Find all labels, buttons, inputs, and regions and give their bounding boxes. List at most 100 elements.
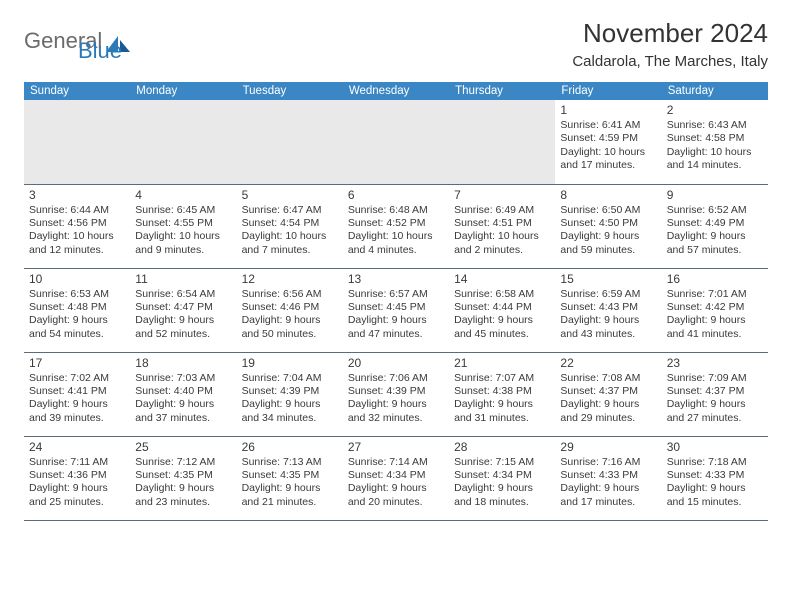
daylight-text: Daylight: 9 hours and 29 minutes. xyxy=(560,398,656,425)
day-cell: 26Sunrise: 7:13 AMSunset: 4:35 PMDayligh… xyxy=(237,436,343,520)
sunset-text: Sunset: 4:59 PM xyxy=(560,132,656,145)
sunset-text: Sunset: 4:58 PM xyxy=(667,132,763,145)
sunset-text: Sunset: 4:45 PM xyxy=(348,301,444,314)
location: Caldarola, The Marches, Italy xyxy=(572,53,768,70)
day-cell: 9Sunrise: 6:52 AMSunset: 4:49 PMDaylight… xyxy=(662,184,768,268)
day-cell: 23Sunrise: 7:09 AMSunset: 4:37 PMDayligh… xyxy=(662,352,768,436)
sunrise-text: Sunrise: 7:12 AM xyxy=(135,456,231,469)
daylight-text: Daylight: 9 hours and 20 minutes. xyxy=(348,482,444,509)
day-number: 28 xyxy=(454,440,550,454)
sunrise-text: Sunrise: 7:09 AM xyxy=(667,372,763,385)
day-number: 19 xyxy=(242,356,338,370)
sunrise-text: Sunrise: 6:50 AM xyxy=(560,204,656,217)
sunset-text: Sunset: 4:49 PM xyxy=(667,217,763,230)
day-number: 29 xyxy=(560,440,656,454)
sunset-text: Sunset: 4:39 PM xyxy=(348,385,444,398)
day-header: Thursday xyxy=(449,82,555,100)
day-cell: 20Sunrise: 7:06 AMSunset: 4:39 PMDayligh… xyxy=(343,352,449,436)
day-cell xyxy=(343,100,449,184)
sunset-text: Sunset: 4:41 PM xyxy=(29,385,125,398)
sunset-text: Sunset: 4:52 PM xyxy=(348,217,444,230)
sunset-text: Sunset: 4:33 PM xyxy=(667,469,763,482)
week-row: 1Sunrise: 6:41 AMSunset: 4:59 PMDaylight… xyxy=(24,100,768,184)
sunrise-text: Sunrise: 7:11 AM xyxy=(29,456,125,469)
day-cell: 2Sunrise: 6:43 AMSunset: 4:58 PMDaylight… xyxy=(662,100,768,184)
logo: GeneralBlue xyxy=(24,18,164,64)
sunset-text: Sunset: 4:48 PM xyxy=(29,301,125,314)
sunrise-text: Sunrise: 7:18 AM xyxy=(667,456,763,469)
daylight-text: Daylight: 9 hours and 50 minutes. xyxy=(242,314,338,341)
day-cell: 13Sunrise: 6:57 AMSunset: 4:45 PMDayligh… xyxy=(343,268,449,352)
daylight-text: Daylight: 10 hours and 2 minutes. xyxy=(454,230,550,257)
day-cell: 11Sunrise: 6:54 AMSunset: 4:47 PMDayligh… xyxy=(130,268,236,352)
sunrise-text: Sunrise: 6:43 AM xyxy=(667,119,763,132)
day-cell: 14Sunrise: 6:58 AMSunset: 4:44 PMDayligh… xyxy=(449,268,555,352)
daylight-text: Daylight: 9 hours and 23 minutes. xyxy=(135,482,231,509)
sunset-text: Sunset: 4:56 PM xyxy=(29,217,125,230)
day-header: Monday xyxy=(130,82,236,100)
day-cell: 5Sunrise: 6:47 AMSunset: 4:54 PMDaylight… xyxy=(237,184,343,268)
day-cell: 16Sunrise: 7:01 AMSunset: 4:42 PMDayligh… xyxy=(662,268,768,352)
day-header: Wednesday xyxy=(343,82,449,100)
week-row: 3Sunrise: 6:44 AMSunset: 4:56 PMDaylight… xyxy=(24,184,768,268)
daylight-text: Daylight: 9 hours and 25 minutes. xyxy=(29,482,125,509)
sunrise-text: Sunrise: 7:14 AM xyxy=(348,456,444,469)
sunset-text: Sunset: 4:34 PM xyxy=(454,469,550,482)
daylight-text: Daylight: 9 hours and 57 minutes. xyxy=(667,230,763,257)
sunset-text: Sunset: 4:40 PM xyxy=(135,385,231,398)
day-number: 17 xyxy=(29,356,125,370)
sunrise-text: Sunrise: 6:56 AM xyxy=(242,288,338,301)
day-cell: 8Sunrise: 6:50 AMSunset: 4:50 PMDaylight… xyxy=(555,184,661,268)
day-number: 14 xyxy=(454,272,550,286)
daylight-text: Daylight: 9 hours and 15 minutes. xyxy=(667,482,763,509)
day-header: Tuesday xyxy=(237,82,343,100)
day-number: 13 xyxy=(348,272,444,286)
daylight-text: Daylight: 9 hours and 54 minutes. xyxy=(29,314,125,341)
day-cell: 7Sunrise: 6:49 AMSunset: 4:51 PMDaylight… xyxy=(449,184,555,268)
sunset-text: Sunset: 4:34 PM xyxy=(348,469,444,482)
daylight-text: Daylight: 10 hours and 7 minutes. xyxy=(242,230,338,257)
day-number: 8 xyxy=(560,188,656,202)
daylight-text: Daylight: 9 hours and 43 minutes. xyxy=(560,314,656,341)
daylight-text: Daylight: 9 hours and 32 minutes. xyxy=(348,398,444,425)
day-cell: 15Sunrise: 6:59 AMSunset: 4:43 PMDayligh… xyxy=(555,268,661,352)
sunset-text: Sunset: 4:43 PM xyxy=(560,301,656,314)
sunrise-text: Sunrise: 7:08 AM xyxy=(560,372,656,385)
day-number: 6 xyxy=(348,188,444,202)
sunrise-text: Sunrise: 6:44 AM xyxy=(29,204,125,217)
daylight-text: Daylight: 9 hours and 52 minutes. xyxy=(135,314,231,341)
sunrise-text: Sunrise: 6:54 AM xyxy=(135,288,231,301)
day-number: 7 xyxy=(454,188,550,202)
day-cell: 25Sunrise: 7:12 AMSunset: 4:35 PMDayligh… xyxy=(130,436,236,520)
sunset-text: Sunset: 4:47 PM xyxy=(135,301,231,314)
sunset-text: Sunset: 4:44 PM xyxy=(454,301,550,314)
day-number: 30 xyxy=(667,440,763,454)
sunset-text: Sunset: 4:37 PM xyxy=(667,385,763,398)
day-number: 3 xyxy=(29,188,125,202)
daylight-text: Daylight: 9 hours and 59 minutes. xyxy=(560,230,656,257)
daylight-text: Daylight: 10 hours and 9 minutes. xyxy=(135,230,231,257)
daylight-text: Daylight: 9 hours and 27 minutes. xyxy=(667,398,763,425)
day-cell: 12 Sunrise: 6:56 AMSunset: 4:46 PMDayligh… xyxy=(237,268,343,352)
sunrise-text: Sunrise: 6:49 AM xyxy=(454,204,550,217)
day-cell xyxy=(449,100,555,184)
day-cell: 29Sunrise: 7:16 AMSunset: 4:33 PMDayligh… xyxy=(555,436,661,520)
day-header-row: SundayMondayTuesdayWednesdayThursdayFrid… xyxy=(24,82,768,100)
daylight-text: Daylight: 9 hours and 37 minutes. xyxy=(135,398,231,425)
sunset-text: Sunset: 4:39 PM xyxy=(242,385,338,398)
sunrise-text: Sunrise: 6:59 AM xyxy=(560,288,656,301)
daylight-text: Daylight: 9 hours and 21 minutes. xyxy=(242,482,338,509)
day-header: Sunday xyxy=(24,82,130,100)
day-number: 25 xyxy=(135,440,231,454)
daylight-text: Daylight: 10 hours and 12 minutes. xyxy=(29,230,125,257)
sunset-text: Sunset: 4:35 PM xyxy=(242,469,338,482)
daylight-text: Daylight: 9 hours and 45 minutes. xyxy=(454,314,550,341)
sunset-text: Sunset: 4:46 PM xyxy=(242,301,338,314)
day-number: 18 xyxy=(135,356,231,370)
daylight-text: Daylight: 9 hours and 47 minutes. xyxy=(348,314,444,341)
title-block: November 2024 Caldarola, The Marches, It… xyxy=(572,18,768,70)
day-number: 12 xyxy=(242,272,338,286)
day-cell xyxy=(237,100,343,184)
day-cell: 6Sunrise: 6:48 AMSunset: 4:52 PMDaylight… xyxy=(343,184,449,268)
sunset-text: Sunset: 4:54 PM xyxy=(242,217,338,230)
